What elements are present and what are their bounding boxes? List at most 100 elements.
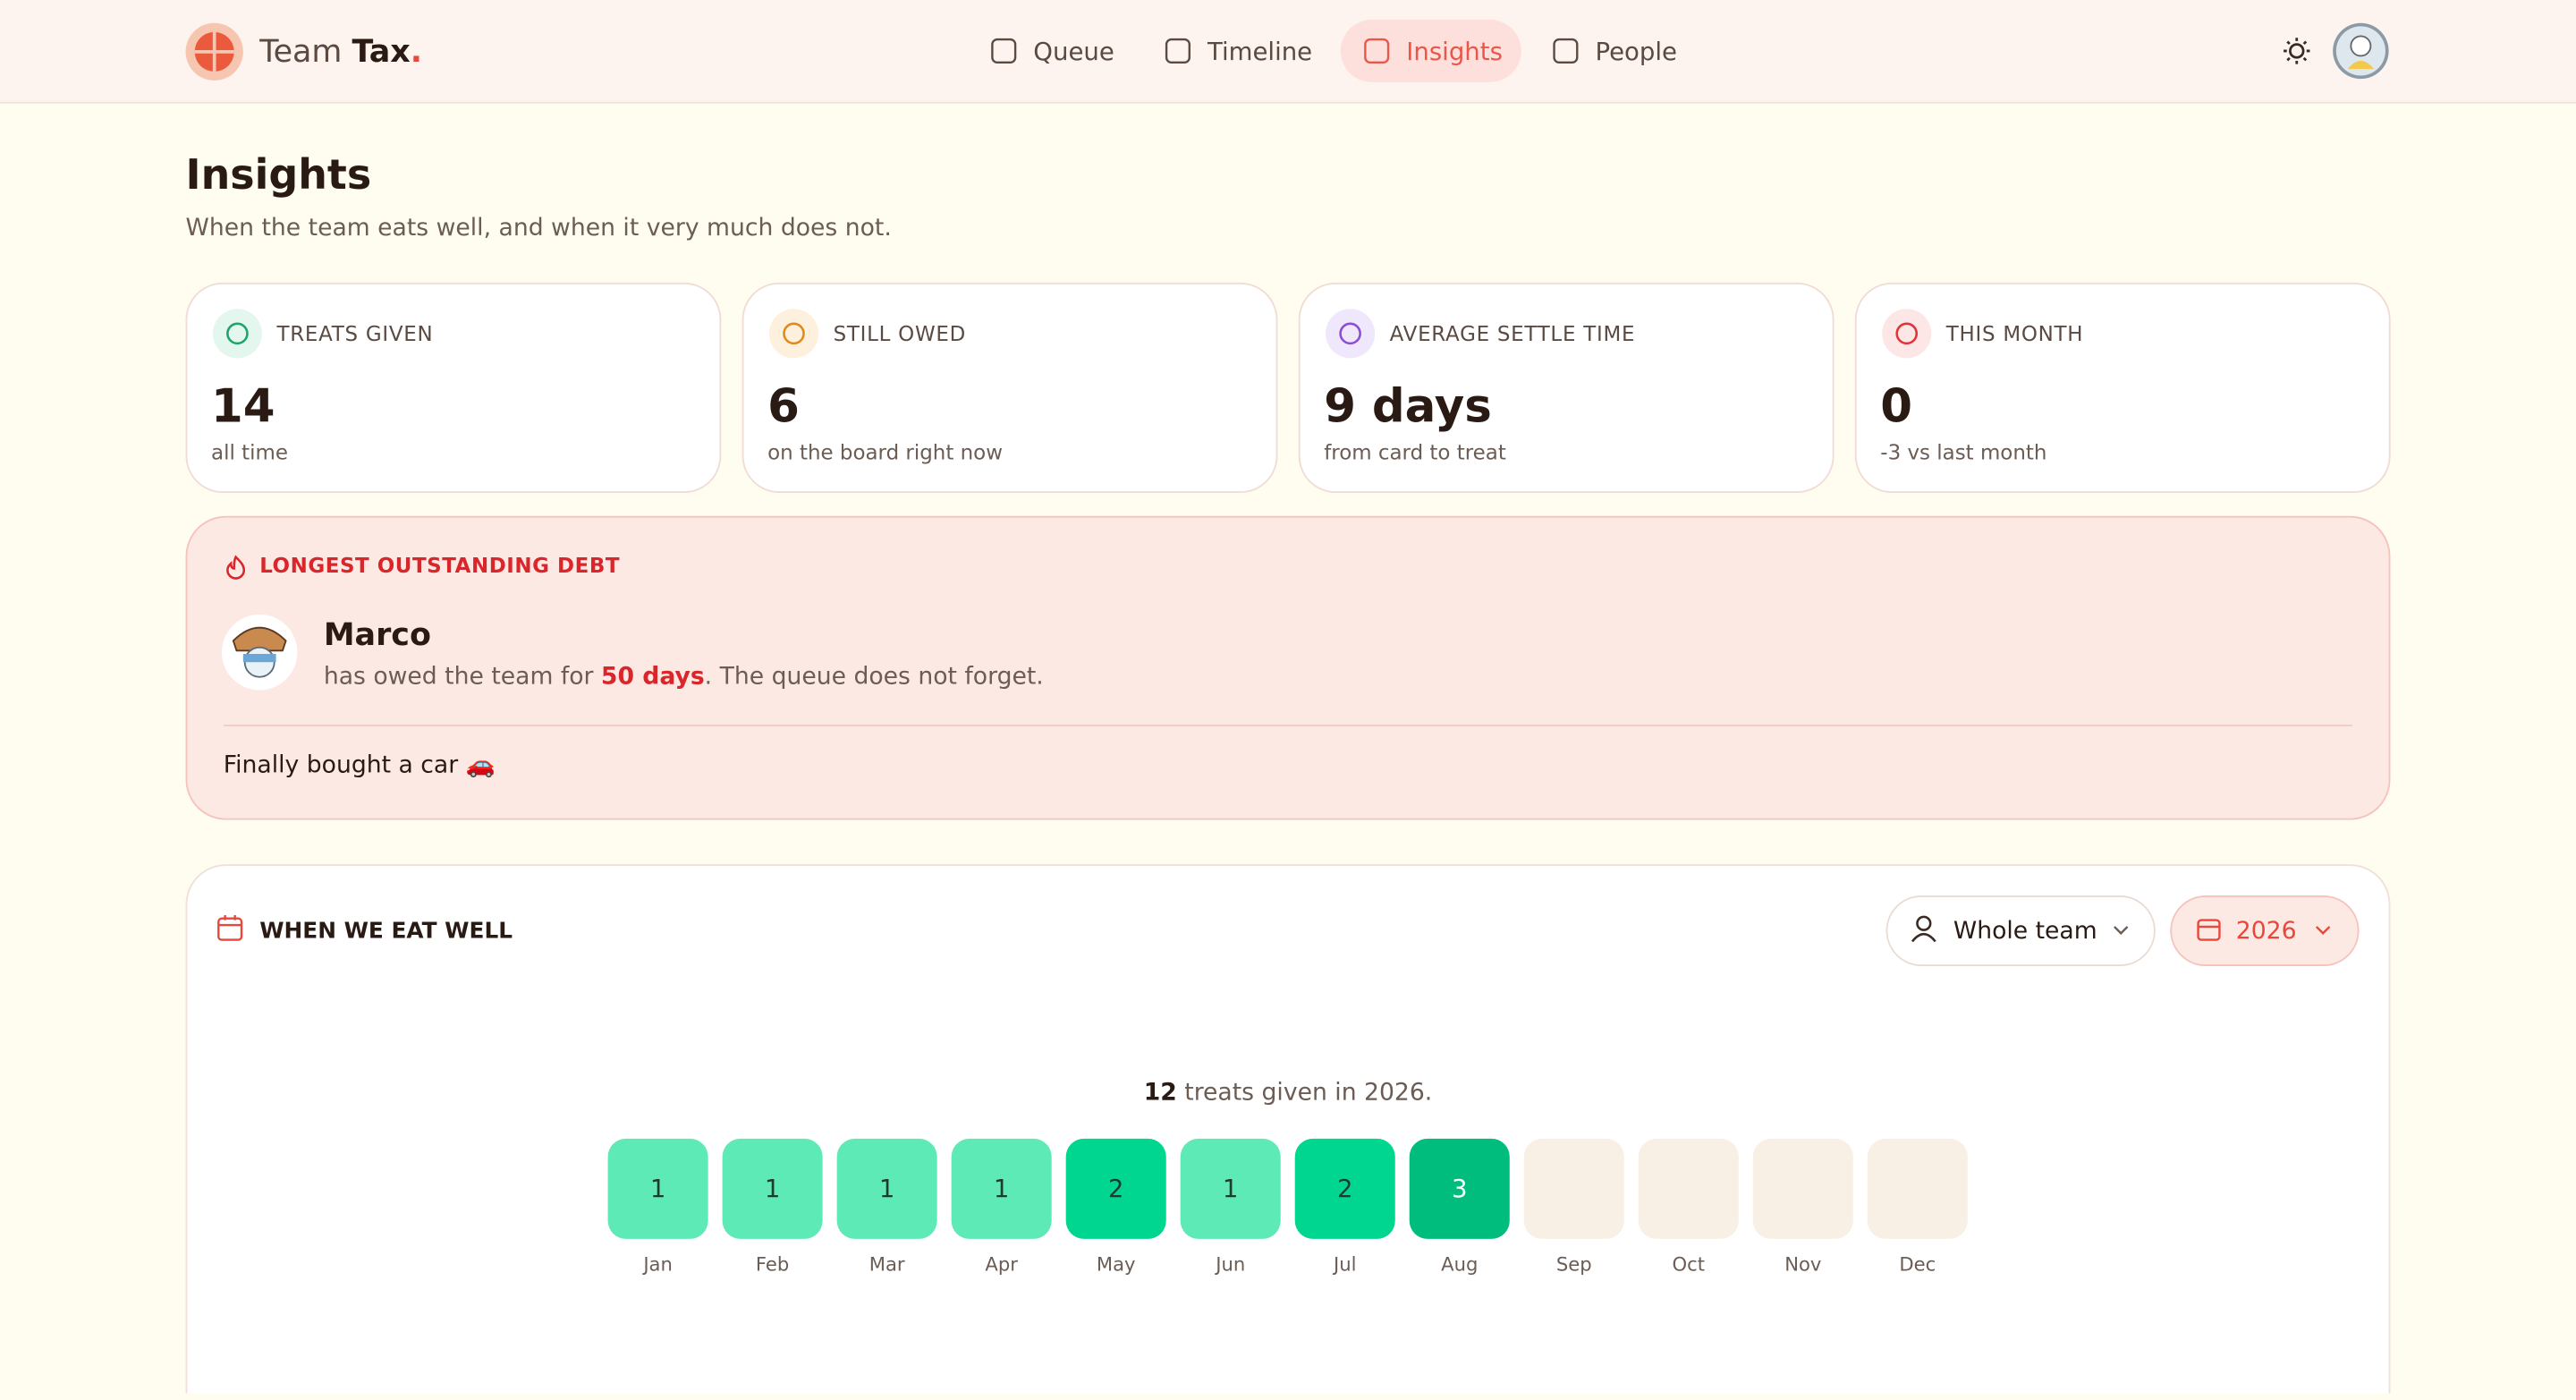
nav-icon[interactable]	[1364, 38, 1390, 64]
brand: Team Tax.	[258, 34, 422, 70]
nav-item[interactable]: Queue	[991, 38, 1114, 66]
debt-text-before: has owed the team for	[324, 662, 594, 690]
month-label: Jan	[641, 1252, 673, 1275]
month-cell	[836, 1138, 937, 1239]
nav-item[interactable]: Insights	[1340, 20, 1521, 82]
month-cell	[1409, 1138, 1510, 1239]
stat-icon	[1882, 309, 1932, 359]
month-count: 3	[1452, 1175, 1468, 1203]
month-count: 1	[994, 1175, 1010, 1203]
stat-icon-glyph	[226, 322, 249, 345]
stat-caption: from card to treat	[1324, 441, 1506, 464]
calendar-icon	[217, 915, 243, 941]
nav-active-bg[interactable]	[1340, 20, 1521, 82]
month-cell	[1752, 1138, 1853, 1239]
nav-icon[interactable]	[1553, 38, 1579, 64]
nav-icon[interactable]	[1165, 38, 1191, 64]
brand-first: Team	[258, 34, 342, 70]
stat-caption: on the board right now	[767, 441, 1003, 464]
month-count: 1	[1223, 1175, 1239, 1203]
month-label: Jul	[1332, 1252, 1356, 1275]
month-cell	[1065, 1138, 1166, 1239]
heatmap-card	[185, 864, 2391, 1400]
stat-label: THIS MONTH	[1945, 323, 2083, 346]
month-count: 1	[765, 1175, 781, 1203]
stat-card: AVERAGE SETTLE TIME 9 days from card to tr…	[1298, 282, 1835, 494]
month-cell	[1180, 1138, 1281, 1239]
nav-label[interactable]: People	[1595, 38, 1677, 66]
stat-label: STILL OWED	[834, 323, 966, 346]
heatmap-cells: 1 Jan 1 Feb 1 Mar 1 Apr 2 May 1 Jun 2 Jul 3 Aug Sep Oct No…	[607, 1138, 1968, 1275]
year-filter[interactable]: 2026	[2170, 895, 2360, 967]
month-label: May	[1097, 1252, 1136, 1275]
month-count: 2	[1337, 1175, 1353, 1203]
debt-days: 50 days	[601, 662, 705, 690]
stats: TREATS GIVEN 14 all time STILL OWED 6 on the …	[185, 282, 2391, 494]
month-count: 1	[650, 1175, 666, 1203]
stat-card-bg	[741, 282, 1278, 494]
month-count: 2	[1108, 1175, 1124, 1203]
stat-value: 0	[1880, 379, 1912, 433]
stat-value: 9 days	[1324, 379, 1492, 433]
month-label: Aug	[1441, 1252, 1478, 1275]
stat-value: 14	[211, 379, 275, 433]
nav-label[interactable]: Timeline	[1207, 38, 1312, 66]
month-cell	[607, 1138, 708, 1239]
stat-caption: -3 vs last month	[1880, 441, 2046, 464]
user-avatar[interactable]	[2333, 22, 2389, 80]
person-filter-label[interactable]: Whole team	[1953, 917, 2097, 945]
debt-note: Finally bought a car 🚗	[224, 751, 496, 778]
nav-item[interactable]: Timeline	[1165, 38, 1312, 66]
summary-count: 12	[1144, 1078, 1177, 1106]
debt-text-after: . The queue does not forget.	[705, 662, 1044, 690]
stat-card-bg	[185, 282, 722, 494]
month-label: Mar	[869, 1252, 905, 1275]
summary-text: treats given in 2026.	[1184, 1078, 1432, 1106]
person-filter[interactable]: Whole team	[1885, 895, 2156, 967]
month-label: Jun	[1214, 1252, 1245, 1275]
month-cell	[1523, 1138, 1624, 1239]
debtor-name: Marco	[324, 617, 431, 653]
month-cell	[1294, 1138, 1395, 1239]
month-label: Dec	[1899, 1252, 1936, 1275]
stat-card: TREATS GIVEN 14 all time	[185, 282, 722, 494]
stat-icon-glyph	[1895, 322, 1919, 345]
month-label: Nov	[1784, 1252, 1821, 1275]
stat-card: THIS MONTH 0 -3 vs last month	[1854, 282, 2391, 494]
month-count: 1	[879, 1175, 895, 1203]
stat-card: STILL OWED 6 on the board right now	[741, 282, 1278, 494]
heatmap-summary: 12 treats given in 2026.	[1144, 1078, 1433, 1106]
stat-icon	[212, 309, 262, 359]
month-cell	[951, 1138, 1052, 1239]
brand-second: Tax	[352, 34, 410, 70]
nav-label[interactable]: Queue	[1033, 38, 1114, 66]
stat-icon-glyph	[783, 322, 805, 345]
page-title: Insights	[186, 150, 372, 199]
stat-card-bg	[1298, 282, 1835, 494]
logo[interactable]	[185, 22, 243, 81]
stat-value: 6	[767, 379, 800, 433]
header	[0, 0, 2576, 102]
stat-icon-glyph	[1339, 322, 1361, 345]
stat-label: AVERAGE SETTLE TIME	[1390, 323, 1636, 346]
stat-icon	[768, 309, 819, 359]
month-label: Oct	[1673, 1252, 1705, 1275]
page-subtitle: When the team eats well, and when it ver…	[186, 214, 892, 242]
debt-panel	[185, 515, 2391, 820]
month-cell	[722, 1138, 823, 1239]
debt-text: has owed the team for 50 days. The queue…	[324, 662, 1044, 690]
month-label: Feb	[756, 1252, 789, 1275]
stat-caption: all time	[211, 441, 288, 464]
stat-label: TREATS GIVEN	[275, 323, 433, 346]
nav-item[interactable]: People	[1553, 38, 1677, 66]
theme-toggle[interactable]	[2284, 38, 2310, 64]
year-filter-label[interactable]: 2026	[2236, 917, 2297, 945]
stat-card-bg	[1854, 282, 2391, 494]
month-label: Apr	[985, 1252, 1018, 1275]
nav: Queue Timeline Insights People	[991, 20, 1677, 82]
nav-icon[interactable]	[991, 38, 1017, 64]
debtor-avatar	[221, 614, 298, 691]
nav-label[interactable]: Insights	[1406, 38, 1503, 66]
